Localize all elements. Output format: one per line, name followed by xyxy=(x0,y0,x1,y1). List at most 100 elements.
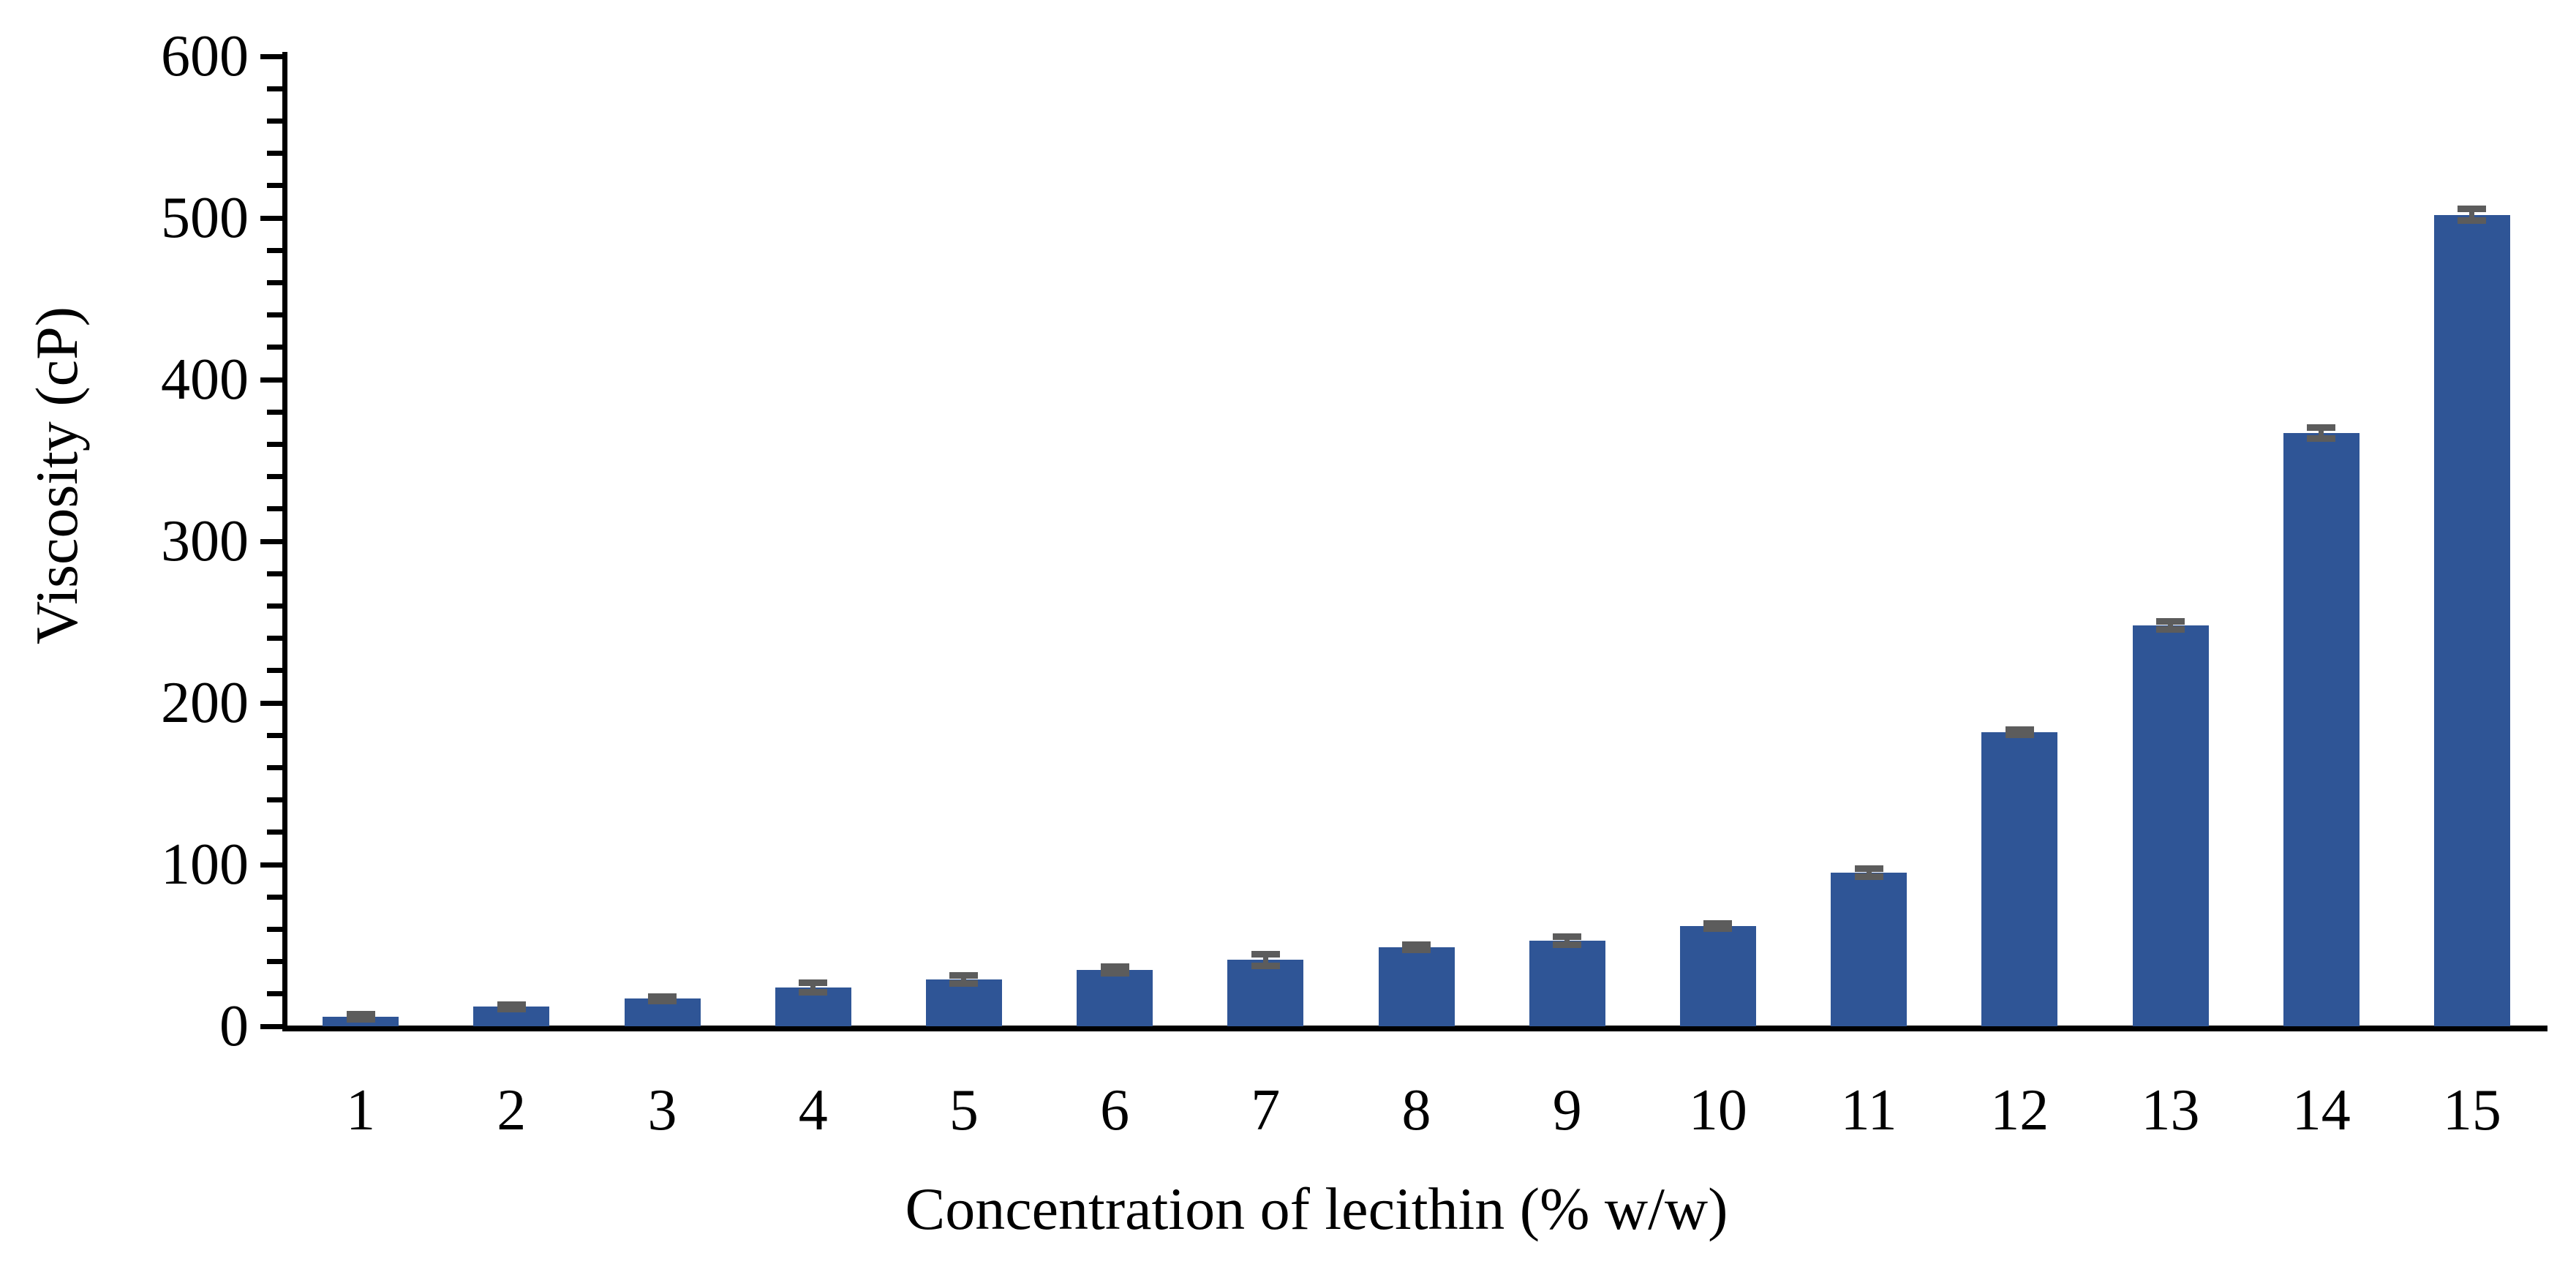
x-tick-label: 13 xyxy=(2141,1078,2200,1143)
error-bar-cap-bottom xyxy=(2307,435,2336,443)
y-major-tick xyxy=(260,1023,282,1029)
error-bar-cap-bottom xyxy=(1703,925,1733,932)
bar-lecithin-5 xyxy=(925,979,1002,1026)
error-bar-cap-bottom xyxy=(1854,873,1883,881)
y-minor-tick xyxy=(267,474,282,480)
error-bar-cap-top xyxy=(497,1001,526,1008)
y-minor-tick xyxy=(267,506,282,512)
bar-lecithin-7 xyxy=(1227,960,1304,1026)
y-minor-tick xyxy=(267,732,282,738)
error-bar-cap-top xyxy=(648,993,677,1000)
error-bar-cap-bottom xyxy=(1251,962,1280,969)
x-tick-label: 6 xyxy=(1100,1078,1130,1143)
error-bar-cap-top xyxy=(1251,951,1280,958)
error-bar-cap-bottom xyxy=(497,1006,526,1013)
x-tick-label: 1 xyxy=(346,1078,376,1143)
bar-lecithin-9 xyxy=(1529,940,1605,1026)
error-bar-cap-bottom xyxy=(1553,941,1582,948)
error-bar-line xyxy=(1262,954,1268,966)
y-minor-tick xyxy=(267,571,282,576)
y-minor-tick xyxy=(267,830,282,835)
x-tick-label: 8 xyxy=(1401,1078,1431,1143)
error-bar-line xyxy=(2168,621,2173,630)
y-tick-label: 500 xyxy=(161,186,249,250)
y-major-tick xyxy=(260,700,282,706)
y-minor-tick xyxy=(267,991,282,997)
x-tick-label: 7 xyxy=(1251,1078,1281,1143)
x-tick-label: 14 xyxy=(2291,1078,2351,1143)
y-major-tick xyxy=(260,377,282,383)
y-major-tick xyxy=(260,862,282,868)
error-bar-cap-top xyxy=(2156,617,2185,625)
bar-lecithin-6 xyxy=(1077,969,1153,1026)
y-minor-tick xyxy=(267,312,282,318)
error-bar-cap-bottom xyxy=(2156,625,2185,633)
bar-lecithin-13 xyxy=(2132,625,2209,1026)
error-bar-cap-top xyxy=(949,971,979,979)
error-bar-line xyxy=(1564,936,1570,945)
y-tick-label: 0 xyxy=(219,994,249,1058)
y-minor-tick xyxy=(267,279,282,285)
error-bar-cap-top xyxy=(1553,933,1582,940)
error-bar-cap-bottom xyxy=(346,1015,375,1023)
x-tick-label: 12 xyxy=(1990,1078,2049,1143)
x-axis-line xyxy=(282,1026,2547,1031)
y-minor-tick xyxy=(267,183,282,189)
x-tick-label: 4 xyxy=(798,1078,828,1143)
y-minor-tick xyxy=(267,345,282,350)
y-major-tick xyxy=(260,215,282,221)
x-tick-label: 2 xyxy=(497,1078,527,1143)
error-bar-cap-bottom xyxy=(1402,946,1431,953)
error-bar-cap-bottom xyxy=(1100,969,1129,977)
y-minor-tick xyxy=(267,409,282,415)
y-tick-label: 100 xyxy=(161,832,249,897)
error-bar-cap-top xyxy=(1100,963,1129,970)
error-bar-cap-top xyxy=(1703,920,1733,928)
x-tick-label: 9 xyxy=(1552,1078,1582,1143)
y-minor-tick xyxy=(267,959,282,965)
y-minor-tick xyxy=(267,86,282,91)
bar-lecithin-10 xyxy=(1679,925,1756,1026)
y-tick-label: 200 xyxy=(161,671,249,735)
y-minor-tick xyxy=(267,151,282,157)
y-axis-line xyxy=(282,52,287,1031)
y-minor-tick xyxy=(267,926,282,932)
bar-lecithin-15 xyxy=(2433,214,2510,1026)
y-tick-label: 300 xyxy=(161,509,249,573)
error-bar-cap-top xyxy=(799,979,828,986)
error-bar-cap-top xyxy=(1402,941,1431,948)
x-axis-title: Concentration of lecithin (% w/w) xyxy=(905,1175,1728,1242)
x-tick-label: 3 xyxy=(647,1078,677,1143)
bar-lecithin-12 xyxy=(1981,731,2058,1026)
error-bar-cap-top xyxy=(2458,206,2487,213)
x-tick-label: 5 xyxy=(949,1078,979,1143)
bar-lecithin-14 xyxy=(2283,432,2360,1026)
y-tick-label: 400 xyxy=(161,347,249,412)
error-bar-line xyxy=(2319,427,2324,439)
x-tick-label: 10 xyxy=(1688,1078,1747,1143)
error-bar-line xyxy=(810,982,816,993)
error-bar-cap-bottom xyxy=(799,989,828,996)
error-bar-cap-top xyxy=(2005,726,2034,733)
y-major-tick xyxy=(260,538,282,544)
y-minor-tick xyxy=(267,764,282,770)
x-tick-label: 11 xyxy=(1840,1078,1897,1143)
y-minor-tick xyxy=(267,441,282,447)
error-bar-cap-top xyxy=(2307,424,2336,431)
error-bar-cap-bottom xyxy=(648,998,677,1005)
y-minor-tick xyxy=(267,797,282,803)
bar-lecithin-11 xyxy=(1831,873,1907,1026)
y-minor-tick xyxy=(267,894,282,900)
error-bar-line xyxy=(961,975,967,984)
error-bar-line xyxy=(1866,868,1872,877)
y-tick-label: 600 xyxy=(161,24,249,89)
y-major-tick xyxy=(260,53,282,59)
y-minor-tick xyxy=(267,636,282,642)
bar-lecithin-8 xyxy=(1378,947,1455,1026)
y-minor-tick xyxy=(267,247,282,253)
y-minor-tick xyxy=(267,118,282,124)
error-bar-cap-bottom xyxy=(949,979,979,987)
y-minor-tick xyxy=(267,603,282,609)
error-bar-line xyxy=(2469,208,2475,221)
